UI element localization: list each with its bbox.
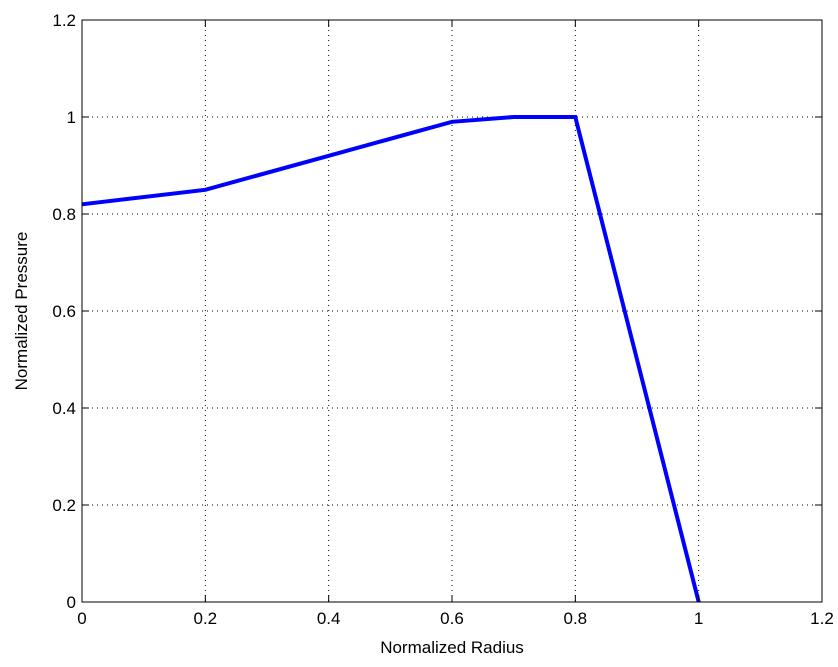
series-line [81,115,701,603]
y-tick-label: 0.2 [52,496,76,515]
x-tick-label: 0.6 [440,609,464,628]
y-tick-label: 0.4 [52,399,76,418]
x-tick-label: 1.2 [810,609,834,628]
grid [82,20,822,602]
x-tick-label: 1 [694,609,703,628]
y-axis-label: Normalized Pressure [12,232,31,391]
series-layer [81,115,701,603]
x-tick-labels: 0 0.2 0.4 0.6 0.8 1 1.2 [77,609,834,628]
y-tick-label: 0.8 [52,205,76,224]
y-tick-label: 0 [67,593,76,612]
x-tick-label: 0.2 [194,609,218,628]
y-tick-label: 1 [67,108,76,127]
x-tick-label: 0.8 [564,609,588,628]
y-tick-label: 1.2 [52,11,76,30]
y-tick-label: 0.6 [52,302,76,321]
y-tick-labels: 0 0.2 0.4 0.6 0.8 1 1.2 [52,11,76,612]
x-axis-label: Normalized Radius [380,638,524,657]
x-tick-label: 0.4 [317,609,341,628]
ticks [81,19,823,603]
x-tick-label: 0 [77,609,86,628]
